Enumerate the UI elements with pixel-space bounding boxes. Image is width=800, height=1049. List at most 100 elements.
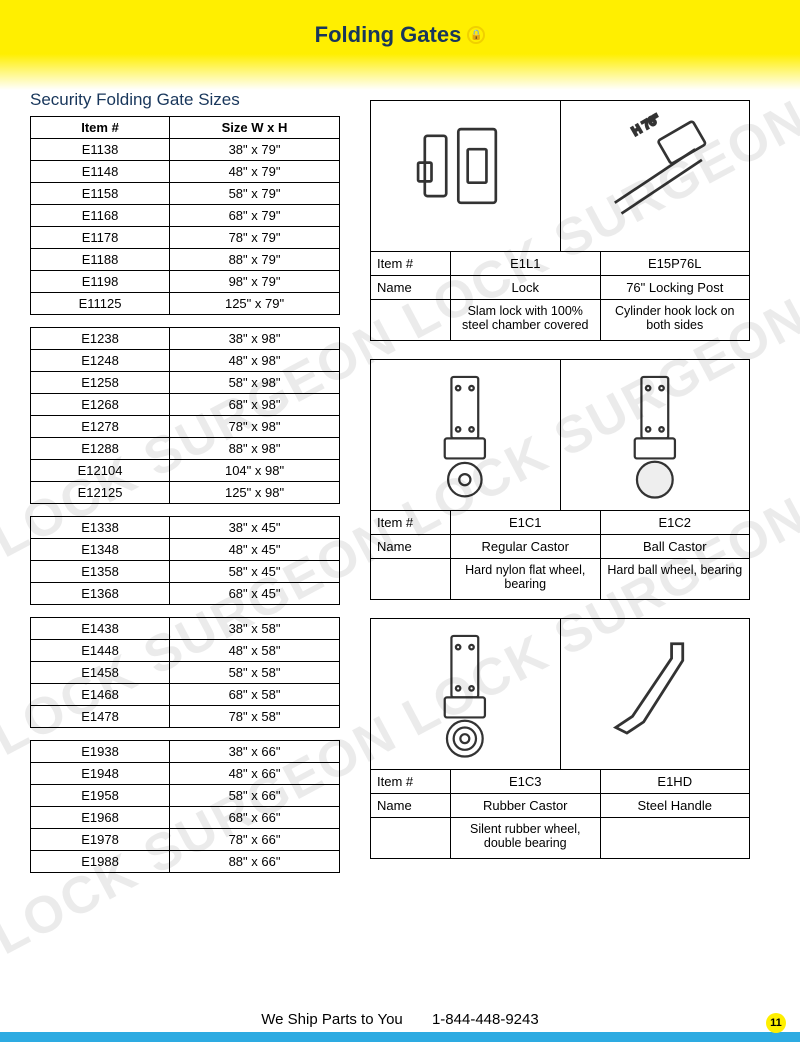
item-number: E12104 [31, 460, 170, 482]
product-description: Slam lock with 100% steel chamber covere… [451, 300, 601, 340]
item-number: E1948 [31, 763, 170, 785]
table-row: E126868" x 98" [31, 394, 340, 416]
table-row: E12104104" x 98" [31, 460, 340, 482]
table-row: E135858" x 45" [31, 561, 340, 583]
lock-icon: 🔒 [467, 26, 485, 44]
product-name: Ball Castor [601, 535, 750, 558]
product-description: Cylinder hook lock on both sides [601, 300, 750, 340]
page-number: 11 [766, 1013, 786, 1033]
table-row: E146868" x 58" [31, 684, 340, 706]
item-number: E12125 [31, 482, 170, 504]
item-size: 98" x 79" [170, 271, 340, 293]
item-number: E1358 [31, 561, 170, 583]
item-size: 38" x 79" [170, 139, 340, 161]
table-row: E197878" x 66" [31, 829, 340, 851]
item-size: 48" x 98" [170, 350, 340, 372]
product-name-row: Name Rubber Castor Steel Handle [371, 793, 749, 817]
item-size: 58" x 98" [170, 372, 340, 394]
product-illustration [371, 360, 561, 510]
size-table: E193838" x 66"E194848" x 66"E195858" x 6… [30, 740, 340, 873]
table-row: E117878" x 79" [31, 227, 340, 249]
item-number: E1168 [31, 205, 170, 227]
product-item-number: E1HD [601, 770, 750, 793]
item-size: 38" x 66" [170, 741, 340, 763]
product-name-row: Name Lock 76" Locking Post [371, 275, 749, 299]
product-desc-row: Silent rubber wheel, double bearing [371, 817, 749, 858]
product-box: Item # E1C3 E1HDName Rubber Castor Steel… [370, 618, 750, 859]
item-number: E1138 [31, 139, 170, 161]
product-illustration [561, 360, 750, 510]
product-item-number: E15P76L [601, 252, 750, 275]
size-table: E133838" x 45"E134848" x 45"E135858" x 4… [30, 516, 340, 605]
product-description [601, 818, 750, 858]
item-number: E1348 [31, 539, 170, 561]
table-row: E128888" x 98" [31, 438, 340, 460]
product-name: 76" Locking Post [601, 276, 750, 299]
item-size: 48" x 45" [170, 539, 340, 561]
product-desc-row: Hard nylon flat wheel, bearing Hard ball… [371, 558, 749, 599]
item-size: 68" x 98" [170, 394, 340, 416]
item-size: 68" x 79" [170, 205, 340, 227]
item-size: 38" x 58" [170, 618, 340, 640]
item-number: E1158 [31, 183, 170, 205]
product-box: H 76"Item # E1L1 E15P76LName Lock 76" Lo… [370, 100, 750, 341]
item-number: E1178 [31, 227, 170, 249]
table-row: E193838" x 66" [31, 741, 340, 763]
table-row: E134848" x 45" [31, 539, 340, 561]
product-illustration [371, 101, 561, 251]
product-item-row: Item # E1L1 E15P76L [371, 251, 749, 275]
item-size: 78" x 66" [170, 829, 340, 851]
item-size: 58" x 79" [170, 183, 340, 205]
table-row: E133838" x 45" [31, 517, 340, 539]
table-row: E195858" x 66" [31, 785, 340, 807]
product-name-row: Name Regular Castor Ball Castor [371, 534, 749, 558]
product-description: Hard ball wheel, bearing [601, 559, 750, 599]
item-size: 68" x 58" [170, 684, 340, 706]
table-row: E115858" x 79" [31, 183, 340, 205]
item-size: 68" x 66" [170, 807, 340, 829]
item-size: 88" x 79" [170, 249, 340, 271]
item-number: E1968 [31, 807, 170, 829]
desc-spacer [371, 818, 451, 858]
product-images-row: H 76" [371, 101, 749, 251]
product-item-number: E1C2 [601, 511, 750, 534]
table-row: E143838" x 58" [31, 618, 340, 640]
item-number: E1478 [31, 706, 170, 728]
item-size: 104" x 98" [170, 460, 340, 482]
product-item-number: E1C1 [451, 511, 601, 534]
product-name: Rubber Castor [451, 794, 601, 817]
sizes-column: Security Folding Gate Sizes Item #Size W… [30, 90, 340, 885]
size-table-header: Size W x H [170, 117, 340, 139]
table-row: E123838" x 98" [31, 328, 340, 350]
item-number: E1978 [31, 829, 170, 851]
table-row: E196868" x 66" [31, 807, 340, 829]
product-desc-row: Slam lock with 100% steel chamber covere… [371, 299, 749, 340]
section-title: Security Folding Gate Sizes [30, 90, 340, 110]
table-row: E12125125" x 98" [31, 482, 340, 504]
product-item-row: Item # E1C3 E1HD [371, 769, 749, 793]
item-size: 78" x 58" [170, 706, 340, 728]
item-number: E1278 [31, 416, 170, 438]
item-number: E1448 [31, 640, 170, 662]
product-description: Silent rubber wheel, double bearing [451, 818, 601, 858]
table-row: E144848" x 58" [31, 640, 340, 662]
table-row: E11125125" x 79" [31, 293, 340, 315]
row-label: Name [371, 535, 451, 558]
item-number: E1468 [31, 684, 170, 706]
item-size: 48" x 66" [170, 763, 340, 785]
footer-phone: 1-844-448-9243 [432, 1011, 539, 1028]
table-row: E136868" x 45" [31, 583, 340, 605]
table-row: E113838" x 79" [31, 139, 340, 161]
item-size: 58" x 58" [170, 662, 340, 684]
size-table: E143838" x 58"E144848" x 58"E145858" x 5… [30, 617, 340, 728]
table-row: E194848" x 66" [31, 763, 340, 785]
row-label: Name [371, 794, 451, 817]
product-item-number: E1C3 [451, 770, 601, 793]
size-table-header: Item # [31, 117, 170, 139]
item-number: E1268 [31, 394, 170, 416]
product-illustration [371, 619, 561, 769]
footer-bar [0, 1032, 800, 1042]
item-number: E1438 [31, 618, 170, 640]
table-row: E145858" x 58" [31, 662, 340, 684]
item-number: E1338 [31, 517, 170, 539]
